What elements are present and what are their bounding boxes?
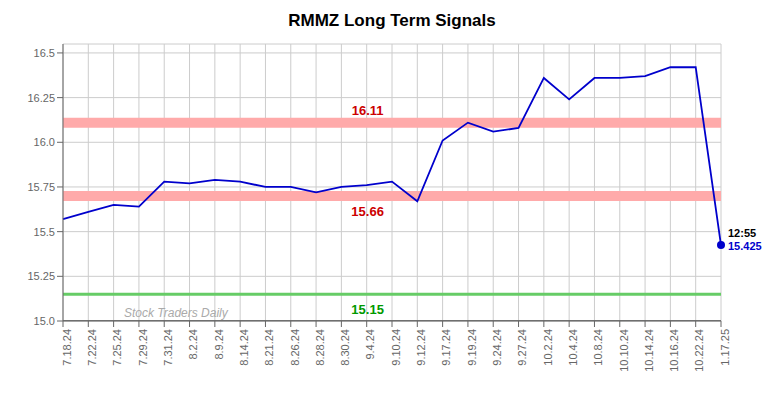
- svg-text:8.28.24: 8.28.24: [314, 329, 326, 366]
- svg-text:9.10.24: 9.10.24: [390, 329, 402, 366]
- svg-text:15.425: 15.425: [728, 240, 762, 252]
- svg-text:15.15: 15.15: [351, 302, 384, 317]
- svg-text:15.66: 15.66: [351, 204, 384, 219]
- svg-text:15.25: 15.25: [27, 270, 55, 282]
- svg-text:8.30.24: 8.30.24: [339, 329, 351, 366]
- svg-text:16.5: 16.5: [34, 47, 55, 59]
- svg-text:8.14.24: 8.14.24: [238, 329, 250, 366]
- svg-text:16.0: 16.0: [34, 136, 55, 148]
- svg-text:1.17.25: 1.17.25: [719, 329, 731, 366]
- svg-text:7.18.24: 7.18.24: [61, 329, 73, 366]
- svg-text:15.75: 15.75: [27, 181, 55, 193]
- svg-text:8.26.24: 8.26.24: [289, 329, 301, 366]
- svg-text:10.2.24: 10.2.24: [542, 329, 554, 366]
- svg-text:Stock Traders Daily: Stock Traders Daily: [124, 306, 229, 320]
- svg-text:9.12.24: 9.12.24: [415, 329, 427, 366]
- svg-text:10.4.24: 10.4.24: [567, 329, 579, 366]
- html-text:RMMZ Long Term Signals: RMMZ Long Term Signals: [288, 11, 496, 30]
- svg-text:9.19.24: 9.19.24: [466, 329, 478, 366]
- svg-text:8.2.24: 8.2.24: [187, 329, 199, 360]
- svg-text:10.14.24: 10.14.24: [643, 329, 655, 372]
- svg-text:9.4.24: 9.4.24: [365, 329, 377, 360]
- svg-text:8.21.24: 8.21.24: [263, 329, 275, 366]
- svg-text:9.24.24: 9.24.24: [491, 329, 503, 366]
- svg-text:10.8.24: 10.8.24: [592, 329, 604, 366]
- svg-text:10.10.24: 10.10.24: [618, 329, 630, 372]
- svg-text:10.16.24: 10.16.24: [668, 329, 680, 372]
- svg-text:9.17.24: 9.17.24: [440, 329, 452, 366]
- svg-text:16.25: 16.25: [27, 92, 55, 104]
- svg-text:10.22.24: 10.22.24: [694, 329, 706, 372]
- svg-text:15.5: 15.5: [34, 226, 55, 238]
- svg-text:7.31.24: 7.31.24: [162, 329, 174, 366]
- svg-text:15.0: 15.0: [34, 315, 55, 327]
- svg-text:9.27.24: 9.27.24: [516, 329, 528, 366]
- svg-text:7.29.24: 7.29.24: [137, 329, 149, 366]
- svg-text:16.11: 16.11: [352, 103, 384, 118]
- svg-text:8.9.24: 8.9.24: [213, 329, 225, 360]
- svg-text:12:55: 12:55: [728, 227, 756, 239]
- svg-text:7.22.24: 7.22.24: [86, 329, 98, 366]
- svg-text:7.25.24: 7.25.24: [111, 329, 123, 366]
